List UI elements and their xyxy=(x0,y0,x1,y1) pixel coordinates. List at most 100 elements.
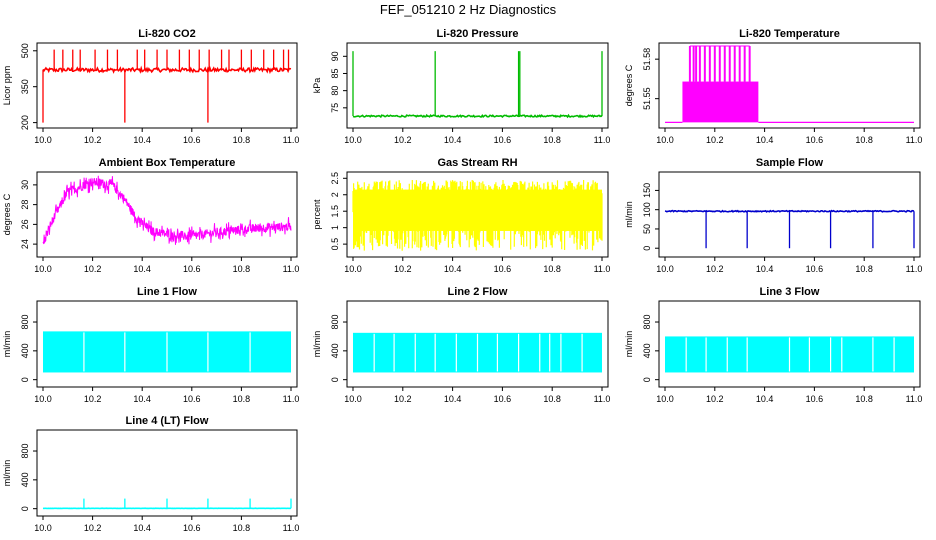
x-tick-label: 10.2 xyxy=(84,523,102,533)
chart-panel: Line 1 Flow ml/min 10.0 10.2 10.4 10.6 10.8 11.… xyxy=(2,286,299,404)
plot-frame xyxy=(346,171,609,258)
plot-frame xyxy=(346,300,609,388)
y-tick-label: 350 xyxy=(20,79,30,94)
y-axis-label: Licor ppm xyxy=(2,66,12,106)
y-tick-label: 0 xyxy=(20,377,30,382)
x-tick-label: 10.2 xyxy=(394,264,412,274)
panel-title: Line 4 (LT) Flow xyxy=(126,415,209,427)
y-tick-label: 2.5 xyxy=(330,172,340,185)
y-tick-label: 26 xyxy=(20,219,30,229)
x-tick-label: 10.8 xyxy=(855,135,873,145)
plot-frame xyxy=(658,300,921,388)
y-axis-label: ml/min xyxy=(2,331,12,358)
y-axis-label: ml/min xyxy=(624,201,634,228)
x-tick-label: 10.4 xyxy=(133,394,151,404)
y-tick-label: 2 xyxy=(330,192,340,197)
y-tick-label: 400 xyxy=(20,343,30,358)
chart-panel: Line 3 Flow ml/min 10.0 10.2 10.4 10.6 10.8 11.… xyxy=(624,286,922,404)
x-tick-label: 10.4 xyxy=(756,394,774,404)
plot-frame xyxy=(658,42,921,129)
y-tick-label: 90 xyxy=(330,51,340,61)
panel-title: Line 3 Flow xyxy=(760,286,820,298)
y-tick-label: 800 xyxy=(642,315,652,330)
y-tick-label: 28 xyxy=(20,200,30,210)
series-line xyxy=(664,209,915,213)
x-tick-label: 11.0 xyxy=(283,394,300,404)
x-tick-label: 11.0 xyxy=(594,394,611,404)
series-line xyxy=(352,113,603,119)
x-tick-label: 10.6 xyxy=(183,394,201,404)
chart-panel: Ambient Box Temperature degrees C 10.0 10.2… xyxy=(2,157,299,274)
plot-frame xyxy=(36,300,298,388)
panel-title: Ambient Box Temperature xyxy=(99,157,236,169)
chart-panel: Sample Flow ml/min 10.0 10.2 10.4 10.6 10.8 11.… xyxy=(624,157,922,274)
x-tick-label: 10.2 xyxy=(84,264,102,274)
x-tick-label: 10.2 xyxy=(394,394,412,404)
x-tick-label: 11.0 xyxy=(283,523,300,533)
y-axis-label: percent xyxy=(312,199,322,230)
y-tick-label: 80 xyxy=(330,86,340,96)
y-tick-label: 100 xyxy=(642,202,652,217)
x-tick-label: 10.6 xyxy=(494,135,512,145)
x-tick-label: 10.4 xyxy=(133,523,151,533)
chart-panel: Gas Stream RH percent 10.0 10.2 10.4 10.6 10.8… xyxy=(312,157,610,274)
x-tick-label: 10.4 xyxy=(444,394,462,404)
y-tick-label: 75 xyxy=(330,103,340,113)
x-tick-label: 10.6 xyxy=(806,135,824,145)
chart-panel: Line 2 Flow ml/min 10.0 10.2 10.4 10.6 10.8 11.… xyxy=(312,286,610,404)
y-axis-label: ml/min xyxy=(624,331,634,358)
x-tick-label: 10.6 xyxy=(183,523,201,533)
x-tick-label: 10.0 xyxy=(34,135,52,145)
x-tick-label: 10.8 xyxy=(855,264,873,274)
y-tick-label: 1 xyxy=(330,225,340,230)
plot-frame xyxy=(36,429,298,517)
y-axis-label: kPa xyxy=(312,78,322,94)
plot-frame xyxy=(346,42,609,129)
y-tick-label: 400 xyxy=(20,472,30,487)
y-tick-label: 30 xyxy=(20,180,30,190)
chart-panel: Line 4 (LT) Flow ml/min 10.0 10.2 10.4 10.6 10… xyxy=(2,415,299,533)
x-tick-label: 11.0 xyxy=(283,264,300,274)
x-tick-label: 10.8 xyxy=(233,264,251,274)
x-tick-label: 10.4 xyxy=(133,135,151,145)
x-tick-label: 10.6 xyxy=(183,135,201,145)
y-axis-label: degrees C xyxy=(624,64,634,106)
panel-grid: Li-820 CO2 Licor ppm 10.0 10.2 10.4 10.6 10.8 1… xyxy=(2,28,922,533)
y-tick-label: 800 xyxy=(330,315,340,330)
y-tick-label: 50 xyxy=(642,224,652,234)
x-tick-label: 10.0 xyxy=(34,523,52,533)
plot-frame xyxy=(658,171,921,258)
y-tick-label: 1.5 xyxy=(330,205,340,218)
y-tick-label: 200 xyxy=(20,115,30,130)
y-tick-label: 0.5 xyxy=(330,238,340,251)
panel-title: Li-820 Temperature xyxy=(739,28,840,40)
x-tick-label: 10.0 xyxy=(656,264,674,274)
x-tick-label: 10.8 xyxy=(543,394,561,404)
chart-panel: Li-820 CO2 Licor ppm 10.0 10.2 10.4 10.6 10.8 1… xyxy=(2,28,299,145)
x-tick-label: 11.0 xyxy=(594,135,611,145)
x-tick-label: 10.2 xyxy=(84,135,102,145)
x-tick-label: 11.0 xyxy=(906,394,923,404)
series-line xyxy=(42,175,292,245)
figure-title: FEF_051210 2 Hz Diagnostics xyxy=(380,2,557,17)
y-tick-label: 0 xyxy=(330,377,340,382)
plot-frame xyxy=(36,42,298,129)
x-tick-label: 10.2 xyxy=(706,394,724,404)
x-tick-label: 10.0 xyxy=(344,394,362,404)
panel-title: Line 1 Flow xyxy=(137,286,197,298)
y-axis-label: ml/min xyxy=(312,331,322,358)
x-tick-label: 10.4 xyxy=(133,264,151,274)
x-tick-label: 10.6 xyxy=(494,394,512,404)
x-tick-label: 11.0 xyxy=(283,135,300,145)
series-line xyxy=(352,180,603,251)
y-tick-label: 0 xyxy=(642,377,652,382)
chart-panel: Li-820 Pressure kPa 10.0 10.2 10.4 10.6 10.8 11… xyxy=(312,28,610,145)
x-tick-label: 10.0 xyxy=(34,394,52,404)
y-tick-label: 51.58 xyxy=(642,48,652,71)
x-tick-label: 10.0 xyxy=(344,264,362,274)
x-tick-label: 10.4 xyxy=(756,135,774,145)
y-tick-label: 24 xyxy=(20,239,30,249)
x-tick-label: 10.6 xyxy=(806,394,824,404)
x-tick-label: 10.4 xyxy=(444,264,462,274)
